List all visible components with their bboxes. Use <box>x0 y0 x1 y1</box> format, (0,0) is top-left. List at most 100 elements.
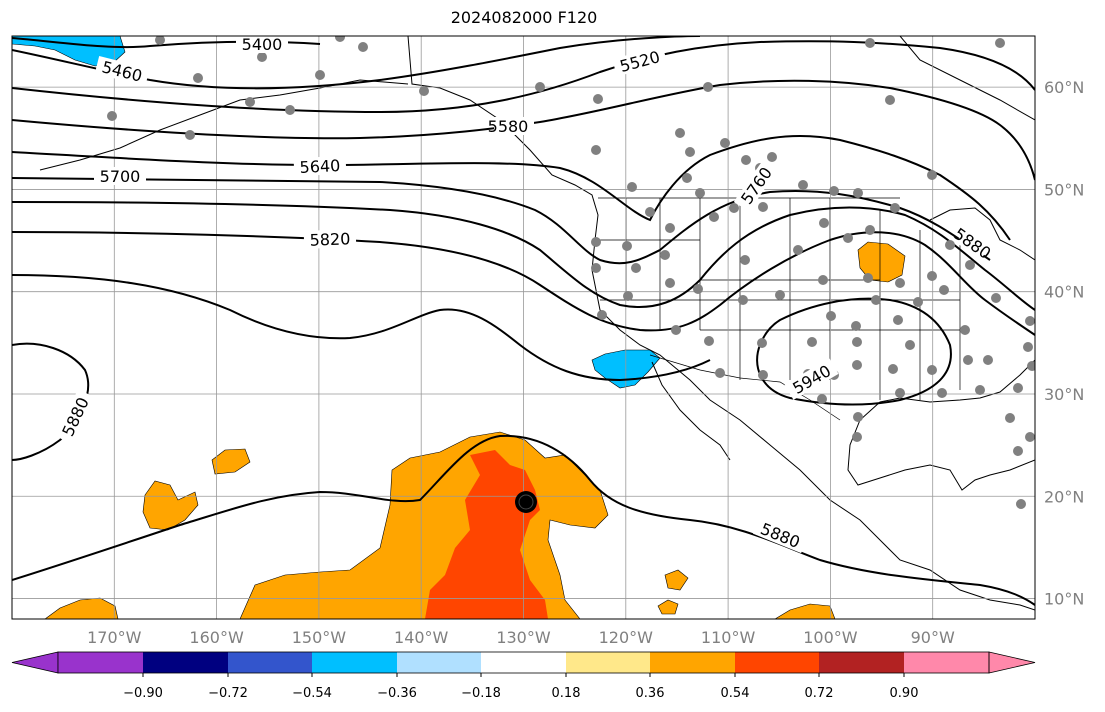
map-title: 2024082000 F120 <box>450 8 598 27</box>
colorbar-bin <box>566 652 650 673</box>
colorbar-tick-label: −0.18 <box>461 686 501 701</box>
contour-label-5580: 5580 <box>488 117 534 136</box>
station-dot <box>853 188 863 198</box>
svg-text:5700: 5700 <box>100 167 141 186</box>
station-dot <box>798 180 808 190</box>
station-dot <box>895 388 905 398</box>
storm-center-marker <box>515 491 537 513</box>
latitude-tick-labels: 10°N 20°N 30°N 40°N 50°N 60°N <box>1044 78 1084 608</box>
station-dot <box>107 111 117 121</box>
station-dot <box>963 355 973 365</box>
lon-tick-label: 170°W <box>87 628 142 647</box>
colorbar-tick-label: −0.54 <box>292 686 332 701</box>
station-dot <box>890 203 900 213</box>
lon-tick-label: 120°W <box>599 628 654 647</box>
station-dot <box>991 293 1001 303</box>
station-dot <box>927 170 937 180</box>
station-dot <box>593 94 603 104</box>
contour-label-5640: 5640 <box>293 155 347 177</box>
station-dot <box>741 155 751 165</box>
positive-anomaly-region-e <box>664 569 689 591</box>
lat-tick-label: 10°N <box>1044 590 1084 609</box>
colorbar-bin <box>819 652 904 673</box>
storm-center-outer <box>515 491 537 513</box>
positive-anomaly-region-se <box>774 603 836 619</box>
station-dot <box>535 82 545 92</box>
station-dot <box>885 95 895 105</box>
positive-anomaly-region-sw <box>44 597 119 619</box>
station-dot <box>793 245 803 255</box>
station-dot <box>1016 499 1026 509</box>
station-dot <box>995 38 1005 48</box>
station-dot <box>740 255 750 265</box>
station-dot <box>685 147 695 157</box>
station-dot <box>715 368 725 378</box>
lon-tick-label: 140°W <box>394 628 449 647</box>
lon-tick-label: 110°W <box>701 628 756 647</box>
lat-tick-label: 50°N <box>1044 180 1084 199</box>
positive-anomaly-region-west <box>142 480 199 531</box>
station-dot <box>729 203 739 213</box>
lat-tick-label: 60°N <box>1044 78 1084 97</box>
station-dot <box>871 295 881 305</box>
colorbar-frame <box>57 651 990 674</box>
station-dot <box>767 152 777 162</box>
longitude-tick-labels: 170°W 160°W 150°W 140°W 130°W 120°W 110°W 100°W… <box>87 628 955 647</box>
positive-anomaly-region-e2 <box>657 599 679 615</box>
negative-anomaly-region-nw <box>12 36 126 67</box>
colorbar-bin <box>397 652 481 673</box>
station-dot <box>975 385 985 395</box>
colorbar-extend-right <box>988 651 1036 674</box>
station-dot <box>358 42 368 52</box>
station-dot <box>1013 446 1023 456</box>
station-dot <box>693 284 703 294</box>
colorbar-extend-left <box>11 651 59 674</box>
colorbar-tick-label: 0.18 <box>552 686 581 701</box>
station-dot <box>1013 383 1023 393</box>
station-dot <box>1005 413 1015 423</box>
lat-tick-label: 30°N <box>1044 385 1084 404</box>
station-dot <box>905 340 915 350</box>
contour-5760 <box>12 201 1035 311</box>
station-dot <box>826 311 836 321</box>
station-dot <box>627 182 637 192</box>
station-dot <box>675 128 685 138</box>
gridlines <box>12 36 1035 619</box>
colorbar <box>11 651 1036 674</box>
colorbar-bin <box>312 652 397 673</box>
station-dot <box>1025 432 1035 442</box>
station-dot <box>888 364 898 374</box>
lon-tick-label: 150°W <box>292 628 347 647</box>
anomaly-shading <box>12 36 906 619</box>
great-lakes <box>929 207 1035 261</box>
hudson-bay-coast <box>899 36 1035 121</box>
station-dot <box>758 370 768 380</box>
station-dot <box>665 278 675 288</box>
contour-label-5700: 5700 <box>94 167 146 186</box>
positive-anomaly-region-midwest <box>857 241 906 283</box>
colorbar-tick-labels: −0.90 −0.72 −0.54 −0.36 −0.18 0.18 0.36 0.54 0.7… <box>123 673 918 701</box>
colorbar-tick-label: 0.72 <box>805 686 834 701</box>
colorbar-bin <box>735 652 819 673</box>
positive-anomaly-region-small-1 <box>211 448 251 475</box>
station-dot <box>597 310 607 320</box>
svg-text:5580: 5580 <box>488 117 529 136</box>
map-plot-area <box>12 36 1035 619</box>
station-dot <box>865 225 875 235</box>
baja-coast <box>651 361 731 461</box>
lat-tick-label: 20°N <box>1044 487 1084 506</box>
station-dot <box>913 297 923 307</box>
station-dot <box>660 250 670 260</box>
lon-tick-label: 160°W <box>189 628 244 647</box>
station-dot <box>965 260 975 270</box>
station-dot <box>720 138 730 148</box>
contour-5580 <box>12 79 1035 181</box>
station-dot <box>622 241 632 251</box>
station-dot <box>960 325 970 335</box>
station-dot <box>185 130 195 140</box>
station-dot <box>671 325 681 335</box>
colorbar-tick-label: −0.36 <box>377 686 417 701</box>
station-dot <box>1025 316 1035 326</box>
station-dot <box>704 336 714 346</box>
station-dot <box>851 321 861 331</box>
